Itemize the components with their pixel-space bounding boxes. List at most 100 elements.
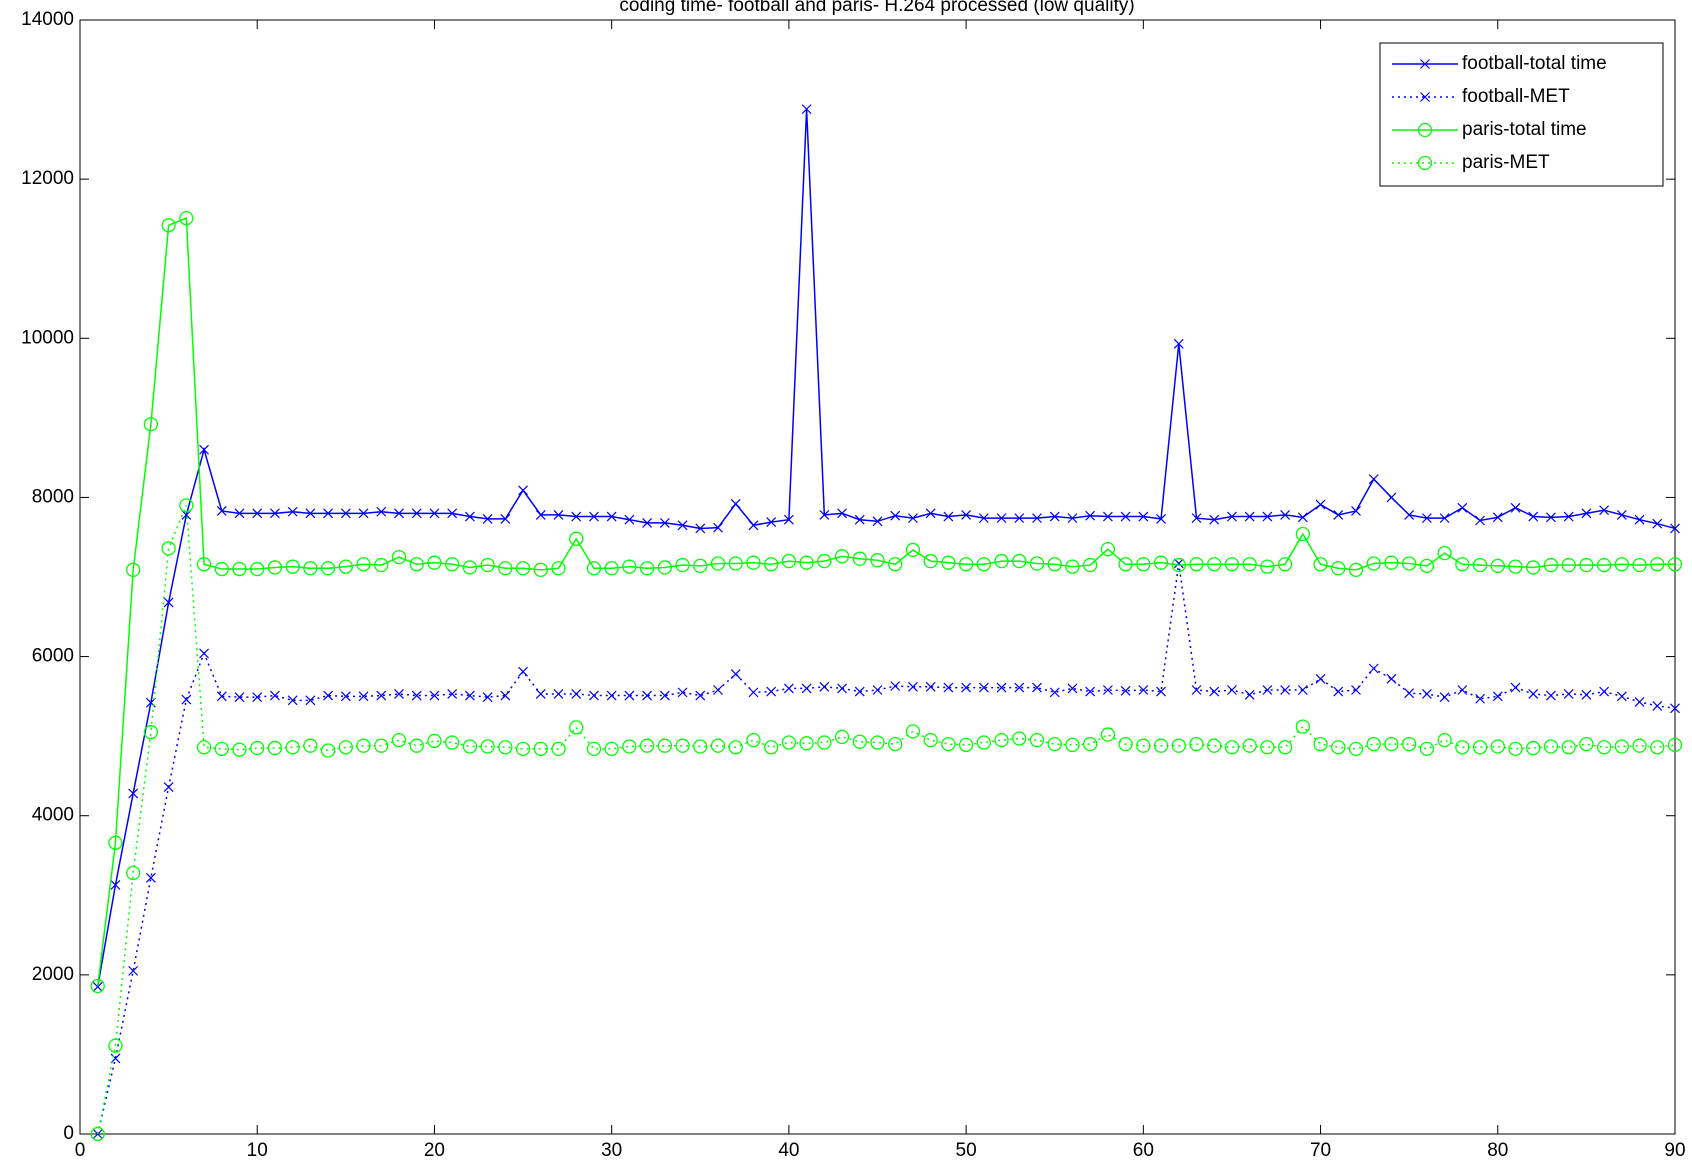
data-point — [1490, 558, 1505, 574]
data-point — [571, 511, 582, 522]
data-point — [338, 740, 353, 755]
data-point — [586, 741, 602, 757]
data-point — [110, 880, 121, 890]
data-point — [888, 736, 903, 752]
data-point — [358, 508, 369, 519]
data-point — [1419, 558, 1435, 574]
data-point — [799, 736, 814, 751]
data-point — [427, 733, 442, 749]
data-point — [1029, 732, 1045, 748]
data-point — [1207, 557, 1222, 572]
data-point — [232, 561, 247, 577]
series-line — [96, 505, 1676, 1135]
data-point — [464, 690, 475, 701]
data-point — [429, 690, 440, 701]
data-point — [801, 104, 812, 115]
plot-frame — [79, 19, 1676, 1135]
data-point — [462, 560, 478, 575]
data-point — [764, 557, 779, 572]
data-point — [409, 557, 424, 572]
data-point — [639, 738, 655, 753]
data-point — [1189, 736, 1204, 752]
data-point — [604, 561, 619, 576]
data-point — [1315, 673, 1326, 684]
data-point — [374, 557, 389, 573]
legend-marker — [1420, 92, 1430, 102]
data-point — [819, 510, 830, 520]
data-point — [1670, 703, 1680, 714]
chart-title: coding time- football and paris- H.264 p… — [619, 0, 1134, 16]
data-point — [569, 720, 584, 735]
data-point — [1171, 557, 1186, 573]
data-point — [1581, 689, 1592, 700]
series-line — [96, 109, 1676, 987]
y-tick-label: 12000 — [21, 168, 74, 189]
data-point — [305, 695, 316, 706]
data-point — [356, 557, 371, 572]
data-point — [356, 738, 371, 753]
data-point — [1384, 736, 1399, 752]
data-point — [1439, 513, 1450, 524]
data-point — [872, 685, 883, 695]
data-point — [323, 508, 334, 519]
data-point — [515, 561, 531, 576]
data-point — [1067, 513, 1078, 524]
data-point — [799, 555, 814, 570]
data-point — [1402, 736, 1417, 752]
data-point — [1244, 689, 1255, 700]
data-point — [1455, 557, 1470, 572]
data-point — [730, 498, 741, 509]
data-point — [837, 683, 847, 694]
data-point — [801, 683, 812, 694]
data-point — [126, 562, 141, 577]
data-point — [551, 741, 566, 757]
data-point — [872, 516, 883, 527]
data-point — [819, 681, 830, 692]
data-point — [500, 690, 511, 701]
data-point — [589, 690, 599, 701]
data-point — [1295, 719, 1310, 734]
data-point — [462, 739, 478, 754]
data-point — [1475, 693, 1485, 704]
data-point — [659, 517, 670, 528]
data-point — [1528, 689, 1539, 699]
data-point — [746, 555, 761, 570]
data-point — [1153, 555, 1169, 570]
x-tick-label: 40 — [778, 1140, 799, 1161]
data-point — [854, 686, 865, 697]
y-tick-label: 6000 — [32, 646, 74, 667]
data-point — [267, 560, 283, 575]
data-point — [908, 513, 918, 524]
data-point — [1227, 511, 1237, 522]
data-point — [92, 1129, 103, 1139]
data-point — [958, 557, 974, 572]
data-point — [1049, 687, 1060, 698]
data-point — [535, 689, 546, 699]
data-point — [1632, 738, 1647, 753]
y-tick-label: 0 — [63, 1123, 74, 1144]
data-point — [1455, 740, 1470, 755]
data-point — [1315, 499, 1326, 510]
data-point — [1490, 739, 1505, 754]
data-point — [1118, 736, 1133, 752]
data-point — [1277, 557, 1293, 572]
data-point — [604, 741, 619, 757]
series-line — [96, 563, 1676, 1135]
data-point — [216, 691, 227, 702]
data-point — [1153, 738, 1169, 753]
x-tick-label: 70 — [1310, 1140, 1331, 1161]
data-point — [1227, 685, 1237, 695]
data-point — [305, 508, 316, 519]
data-point — [748, 520, 759, 531]
data-point — [1599, 686, 1610, 697]
y-tick-label: 8000 — [32, 486, 74, 507]
data-point — [1242, 557, 1257, 572]
data-point — [1049, 511, 1060, 522]
data-point — [1366, 736, 1381, 752]
data-point — [1012, 731, 1027, 746]
data-point — [1348, 741, 1364, 757]
data-point — [1472, 557, 1488, 573]
data-point — [515, 741, 531, 757]
data-point — [1189, 557, 1204, 572]
